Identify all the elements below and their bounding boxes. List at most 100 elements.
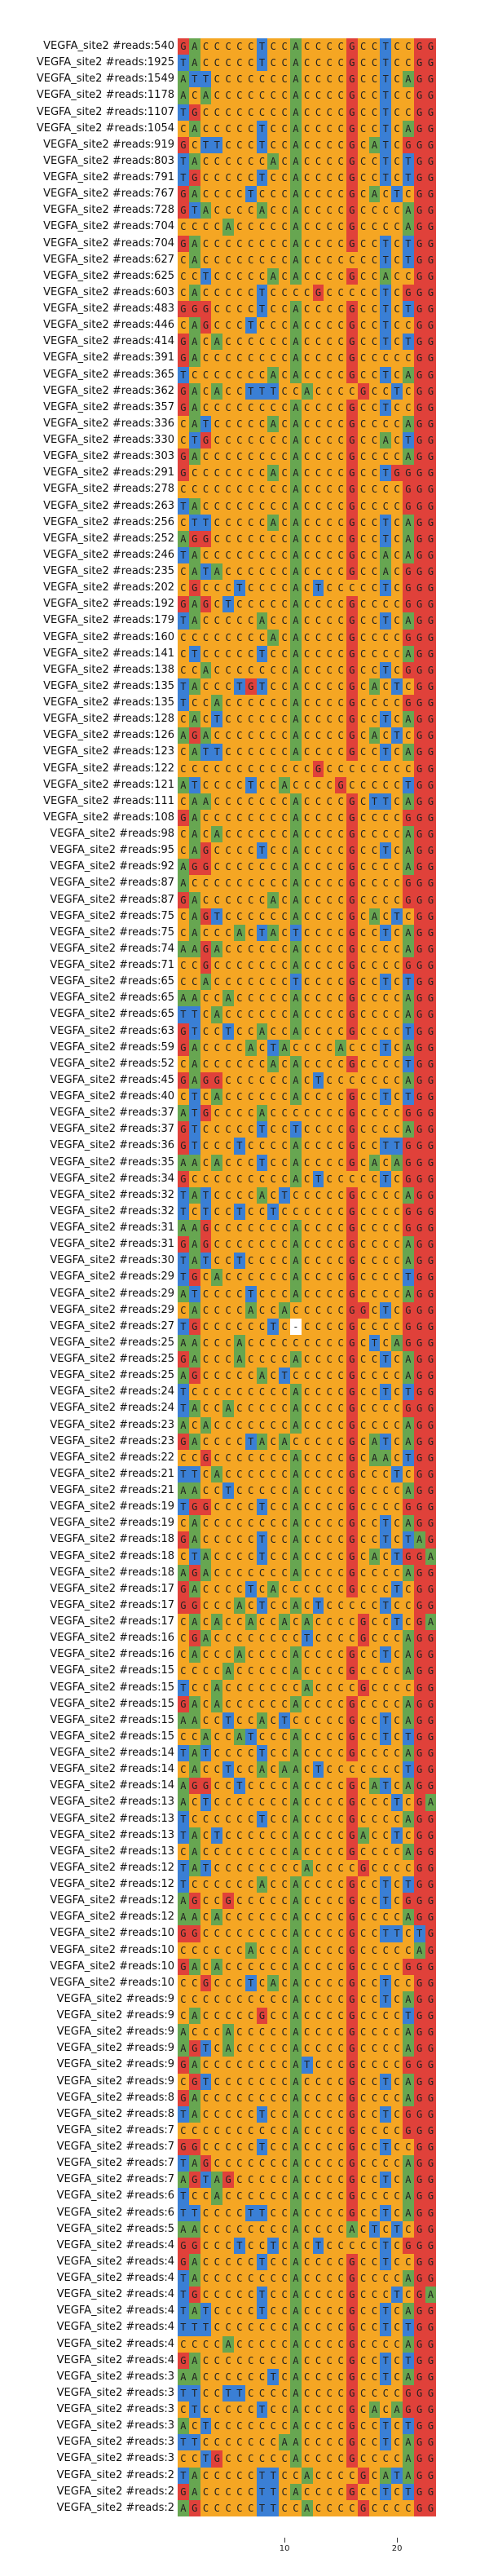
read-label: VEGFA_site2 #reads:13 bbox=[50, 1796, 174, 1809]
base-cell: T bbox=[402, 974, 414, 991]
base-cell: C bbox=[222, 744, 234, 761]
base-cell: C bbox=[233, 563, 245, 581]
base-cell: C bbox=[335, 1253, 346, 1270]
base-cell: C bbox=[312, 301, 324, 318]
base-cell: C bbox=[301, 219, 313, 236]
base-cell: C bbox=[200, 1351, 212, 1368]
base-cell: C bbox=[279, 563, 290, 581]
base-cell: C bbox=[391, 1433, 403, 1450]
base-cell: A bbox=[178, 2040, 189, 2057]
axis-tick-label: 10 bbox=[279, 2544, 290, 2553]
base-cell: C bbox=[357, 2483, 369, 2500]
base-cell: C bbox=[312, 875, 324, 892]
base-cell: C bbox=[368, 1220, 381, 1237]
base-cell: C bbox=[357, 809, 369, 826]
base-cell: A bbox=[188, 826, 200, 843]
base-cell: C bbox=[301, 711, 313, 728]
base-cell: A bbox=[289, 1893, 302, 1910]
base-cell: C bbox=[324, 2122, 336, 2139]
base-cell: G bbox=[425, 1170, 437, 1187]
base-cell: C bbox=[222, 1071, 234, 1089]
base-cell: A bbox=[289, 1909, 302, 1926]
base-cell: A bbox=[402, 859, 414, 876]
base-cell: C bbox=[233, 908, 245, 925]
base-cell: T bbox=[380, 2352, 392, 2369]
base-cell: C bbox=[301, 1170, 313, 1187]
base-cell: C bbox=[289, 760, 302, 777]
base-cell: C bbox=[324, 2188, 336, 2205]
base-cell: C bbox=[222, 1630, 234, 1647]
base-cell: C bbox=[301, 87, 313, 104]
base-cell: C bbox=[178, 251, 189, 268]
base-cell: C bbox=[368, 744, 381, 761]
base-cell: G bbox=[425, 2270, 437, 2287]
base-cell: C bbox=[244, 1006, 257, 1023]
base-cell: A bbox=[188, 1236, 200, 1253]
base-cell: C bbox=[391, 202, 403, 219]
base-cell: T bbox=[256, 284, 268, 301]
base-cell: T bbox=[380, 974, 392, 991]
base-cell: G bbox=[188, 1564, 200, 1581]
base-cell: C bbox=[391, 2499, 403, 2516]
base-cell: C bbox=[324, 415, 336, 432]
base-cell: C bbox=[357, 366, 369, 383]
base-cell: A bbox=[211, 563, 223, 581]
base-cell: C bbox=[256, 1236, 268, 1253]
read-label: VEGFA_site2 #reads:65 bbox=[50, 992, 174, 1005]
base-cell: C bbox=[312, 2172, 324, 2189]
base-cell: G bbox=[200, 1236, 212, 1253]
base-cell: C bbox=[244, 695, 257, 712]
base-cell: A bbox=[188, 2008, 200, 2025]
base-cell: C bbox=[256, 1974, 268, 1991]
base-cell: C bbox=[233, 514, 245, 531]
base-cell: C bbox=[380, 2024, 392, 2041]
base-cell: C bbox=[391, 1400, 403, 1417]
base-cell: C bbox=[233, 629, 245, 646]
base-cell: C bbox=[200, 1400, 212, 1417]
base-cell: G bbox=[346, 1482, 358, 1500]
base-cell: C bbox=[324, 2040, 336, 2057]
base-cell: C bbox=[244, 2401, 257, 2419]
base-cell: C bbox=[188, 1794, 200, 1811]
base-cell: C bbox=[391, 2434, 403, 2451]
base-cell: C bbox=[391, 55, 403, 72]
base-cell: C bbox=[335, 924, 346, 941]
base-cell: C bbox=[233, 2008, 245, 2025]
base-cell: C bbox=[324, 2368, 336, 2385]
base-cell: A bbox=[188, 2352, 200, 2369]
base-cell: C bbox=[324, 301, 336, 318]
base-cell: C bbox=[368, 2024, 381, 2041]
base-cell: C bbox=[312, 136, 324, 153]
base-cell: C bbox=[380, 2057, 392, 2074]
base-cell: A bbox=[289, 2188, 302, 2205]
base-cell: G bbox=[200, 1499, 212, 1516]
base-cell: G bbox=[178, 448, 189, 466]
base-cell: C bbox=[357, 87, 369, 104]
base-cell: C bbox=[267, 530, 280, 547]
base-cell: C bbox=[178, 661, 189, 678]
base-cell: T bbox=[380, 2434, 392, 2451]
read-label: VEGFA_site2 #reads:15 bbox=[50, 1681, 174, 1694]
read-label: VEGFA_site2 #reads:29 bbox=[50, 1287, 174, 1300]
base-cell: C bbox=[267, 1499, 280, 1516]
base-cell: G bbox=[413, 1334, 425, 1351]
base-cell: C bbox=[335, 2368, 346, 2385]
base-cell: T bbox=[178, 1465, 189, 1482]
base-cell: C bbox=[222, 1909, 234, 1926]
base-cell: C bbox=[357, 2057, 369, 2074]
base-cell: C bbox=[335, 1170, 346, 1187]
read-label: VEGFA_site2 #reads:40 bbox=[50, 1090, 174, 1102]
base-cell: C bbox=[324, 448, 336, 466]
base-cell: G bbox=[413, 186, 425, 203]
base-cell: A bbox=[289, 1778, 302, 1795]
base-cell: G bbox=[425, 612, 437, 630]
base-cell: C bbox=[391, 645, 403, 662]
base-cell: C bbox=[279, 1827, 290, 1844]
base-cell: C bbox=[324, 727, 336, 745]
base-cell: C bbox=[233, 612, 245, 630]
base-cell: C bbox=[244, 1531, 257, 1549]
